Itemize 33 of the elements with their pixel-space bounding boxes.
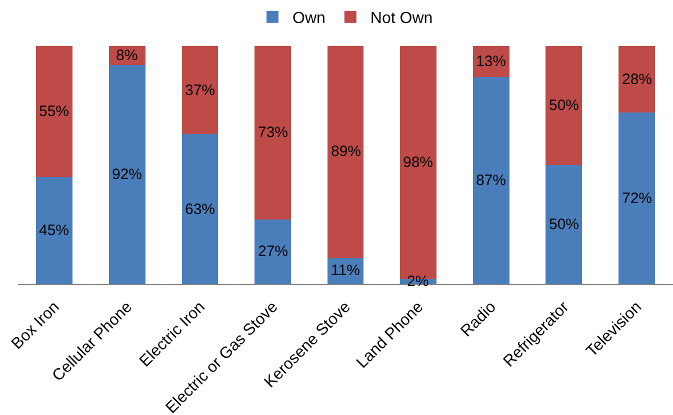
bar [36, 46, 73, 177]
bar [36, 176, 73, 284]
bar [618, 46, 655, 113]
bar [546, 46, 582, 165]
data-label: 98% [403, 154, 434, 171]
data-label: 28% [622, 71, 652, 88]
data-label: 27% [258, 243, 288, 260]
data-label: 13% [476, 53, 506, 70]
data-label: 8% [116, 47, 138, 64]
data-label: 92% [112, 166, 142, 183]
data-label: 50% [549, 97, 580, 114]
data-label: 11% [331, 262, 360, 279]
legend-label: Own [292, 10, 326, 28]
bar [546, 165, 582, 284]
data-label: 72% [622, 190, 652, 207]
data-label: 45% [39, 222, 70, 239]
data-label: 89% [331, 143, 362, 160]
bar [327, 46, 364, 258]
bar [472, 76, 510, 284]
bar [108, 65, 146, 284]
bar [254, 220, 291, 284]
data-label: 63% [185, 201, 216, 218]
data-label: 87% [476, 172, 506, 189]
bar [254, 46, 291, 220]
data-label: 55% [39, 103, 70, 120]
legend-label: Not Own [370, 10, 433, 28]
bar [182, 46, 218, 134]
data-label: 50% [549, 216, 580, 233]
x-tick-label: Box Iron [8, 298, 63, 353]
bar [618, 112, 655, 284]
data-label: 73% [258, 124, 288, 141]
data-label: 37% [185, 82, 216, 99]
bar [182, 134, 218, 284]
